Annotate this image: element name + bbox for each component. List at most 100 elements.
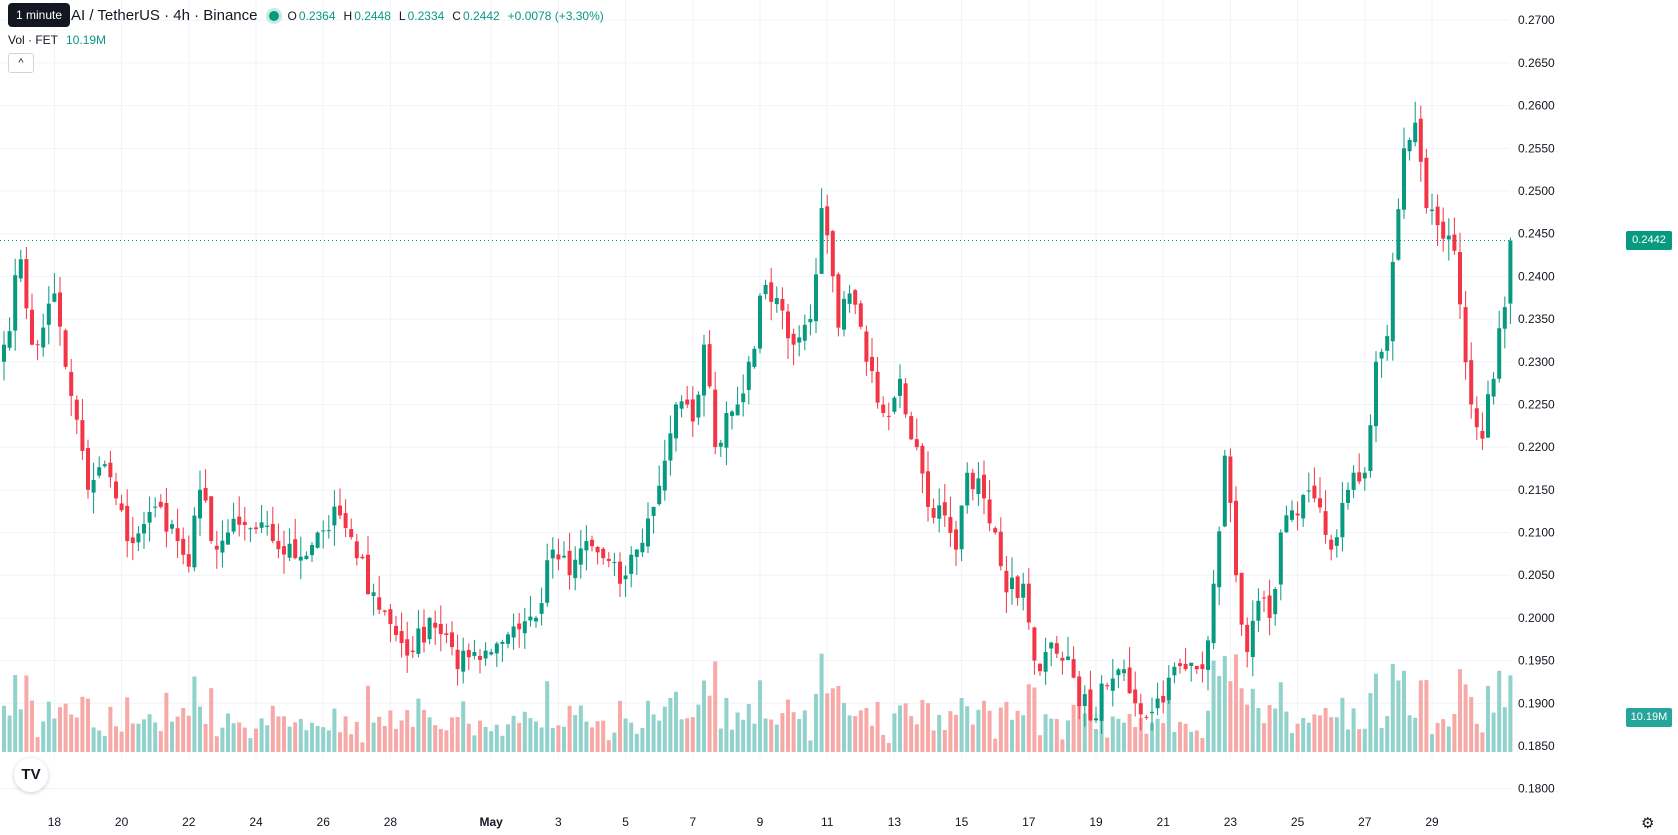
volume-bar [181,708,186,752]
candle-body [662,460,667,491]
candle-body [1178,663,1182,666]
candle-body [858,303,863,327]
candle-body [595,546,600,553]
volume-bar [422,709,426,752]
candle-body [976,478,981,495]
ohlc-values: O 0.2364 H 0.2448 L 0.2334 C 0.2442 +0.0078 … [287,9,609,23]
price-tick-label: 0.2100 [1518,526,1555,540]
candle-body [612,562,617,564]
candle-body [1206,640,1210,670]
volume-bar [1267,704,1272,752]
candle-body [371,592,376,596]
volume-bar [1116,718,1121,752]
volume-bar [394,728,398,752]
collapse-legend-button[interactable]: ^ [8,53,34,73]
price-tick-label: 0.1800 [1518,782,1555,796]
candle-body [461,650,466,672]
candle-body [315,532,320,548]
volume-bar [875,701,880,752]
volume-bar [1362,728,1367,752]
volume-bar [1329,717,1334,752]
volume-bar [909,716,914,752]
volume-bar [595,721,600,752]
candle-body [1049,642,1054,649]
settings-gear-icon[interactable]: ⚙ [1641,815,1655,832]
volume-bar [931,730,936,752]
symbol-title[interactable]: AI / TetherUS · 4h · Binance [71,7,258,24]
candle-body [864,331,869,362]
candle-body [1407,139,1412,152]
candle-body [718,442,723,447]
candle-body [550,549,555,559]
volume-bar [433,725,438,752]
candle-body [1374,361,1378,427]
candle-body [466,650,471,658]
volume-bar [1284,711,1289,752]
candle-body [702,344,706,396]
candle-body [1211,583,1216,644]
volume-bar [847,715,852,752]
price-tick-label: 0.2250 [1518,397,1555,411]
volume-bar [125,697,130,752]
candle-body [1262,597,1266,599]
candle-body [1099,683,1104,721]
candle-body [1088,689,1093,721]
candle-body [769,282,774,302]
volume-label[interactable]: Vol · FET [8,33,59,47]
candle-body [259,522,264,528]
candle-body [685,399,690,405]
candle-body [1150,711,1154,714]
chart-grid [0,0,1510,790]
volume-bar [836,685,841,752]
candle-body [366,554,370,595]
volume-bar [102,735,107,752]
volume-bar [192,676,197,752]
candle-body [30,309,34,345]
volume-bar [590,727,594,752]
candle-body [1077,676,1082,707]
candle-body [209,496,214,541]
volume-bar [545,681,550,752]
candle-body [444,633,449,635]
volume-bar [1402,670,1406,752]
candle-body [657,485,662,505]
volume-bar [1340,697,1345,752]
candle-body [1144,716,1149,718]
candle-body [545,560,550,603]
volume-bar [203,723,208,752]
volume-bar [517,722,522,752]
time-tick-label: 18 [48,815,62,829]
volume-bar [282,716,286,752]
high-value: 0.2448 [354,8,391,23]
volume-bar [578,705,583,752]
low-value: 0.2334 [407,8,445,23]
volume-bar [1458,669,1462,752]
candle-body [1200,664,1205,670]
volume-bar [466,723,471,752]
volume-bar [354,721,359,752]
time-tick-label: 29 [1425,815,1439,829]
candle-body [690,399,695,422]
candle-body [270,524,275,542]
candle-body [472,652,477,656]
candle-body [1004,570,1009,593]
volume-bar [1122,722,1126,752]
volume-bar [254,728,258,752]
candle-body [1340,502,1345,538]
volume-bar [1026,684,1031,752]
volume-bar [1262,723,1266,752]
volume-bar [276,716,281,752]
volume-bar [1077,704,1082,752]
candle-body [214,545,219,550]
price-tick-label: 0.2050 [1518,568,1555,582]
tradingview-logo-icon[interactable]: TV [14,758,48,792]
volume-bar [63,703,68,752]
candle-body [1015,576,1020,598]
candle-body [63,330,68,367]
candle-body [1094,718,1098,721]
price-tick-label: 0.2550 [1518,141,1555,155]
volume-bar [567,705,572,752]
volume-bar [814,693,818,752]
volume-bar [1290,733,1294,752]
